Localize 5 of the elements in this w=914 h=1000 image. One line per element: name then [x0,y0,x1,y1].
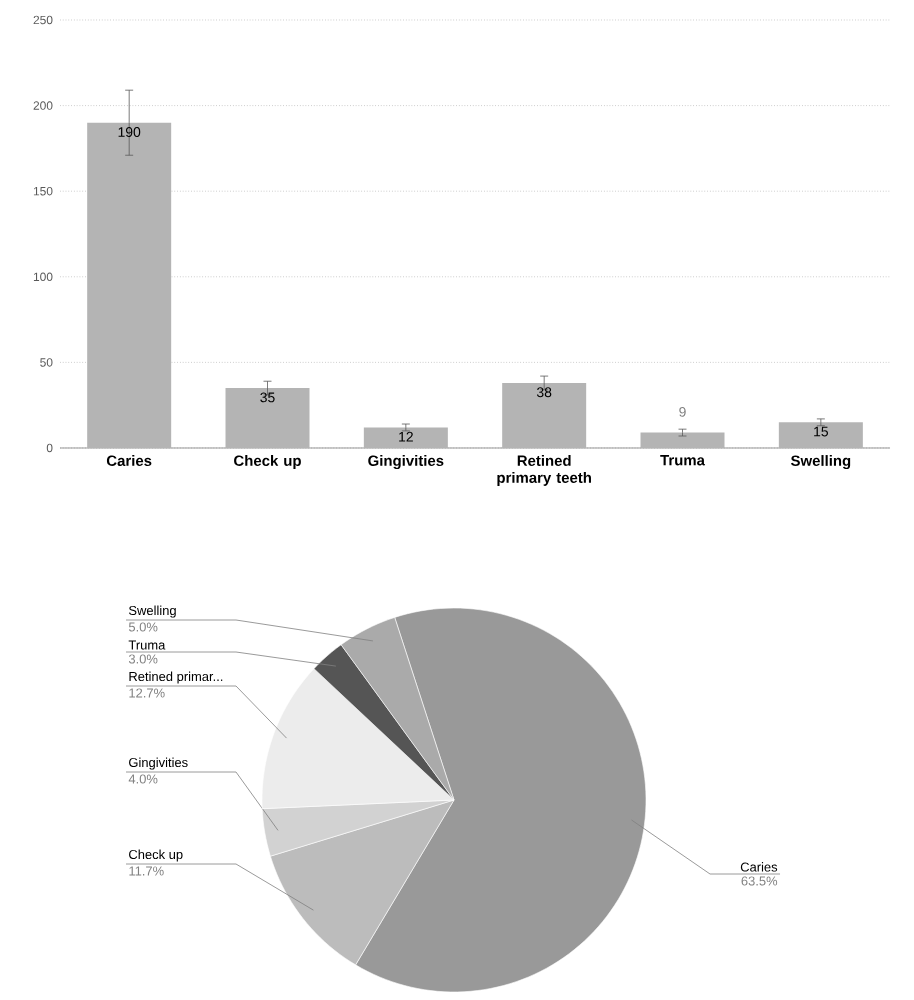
bar [640,432,725,448]
bar [502,382,587,448]
bar [778,422,863,448]
bar [363,427,448,448]
bar [225,388,310,448]
